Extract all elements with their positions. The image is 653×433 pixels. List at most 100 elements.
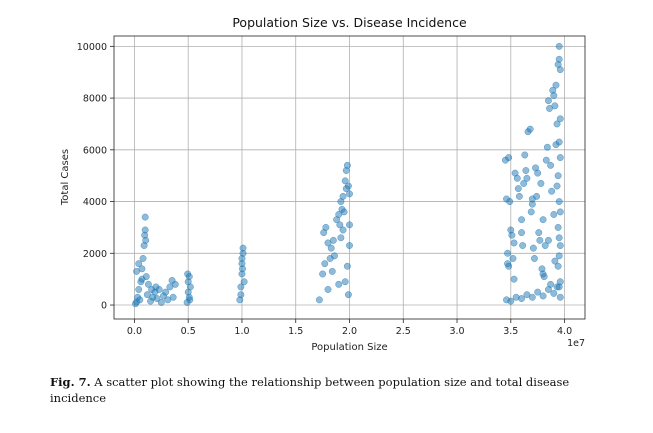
data-point [169, 293, 177, 301]
x-tick-label: 4.0 [557, 326, 572, 337]
data-point [171, 280, 179, 288]
y-tick-label: 0 [101, 301, 107, 312]
data-point [510, 239, 518, 247]
data-point [555, 55, 563, 63]
data-point [542, 156, 550, 164]
data-point [556, 154, 564, 162]
data-point [550, 289, 558, 297]
data-point [335, 280, 343, 288]
x-axis-scale-label: 1e7 [567, 338, 585, 349]
x-axis-ticks: 0.0 0.5 1.0 1.5 2.0 2.5 3.0 3.5 4.0 [127, 319, 572, 337]
data-point [534, 169, 542, 177]
data-point [556, 208, 564, 216]
data-point [186, 296, 194, 304]
data-point [135, 286, 143, 293]
data-point [521, 151, 529, 159]
data-point [519, 242, 527, 249]
y-tick-label: 6000 [83, 145, 107, 156]
y-tick-label: 2000 [83, 249, 107, 260]
data-point [526, 125, 534, 133]
data-point [522, 167, 530, 174]
data-point [515, 192, 523, 200]
data-point [133, 267, 141, 275]
data-point [548, 187, 556, 195]
x-tick-label: 0.0 [127, 326, 142, 337]
data-point [328, 267, 336, 275]
x-tick-label: 3.5 [503, 326, 518, 337]
data-point [518, 295, 525, 303]
data-point [139, 255, 147, 262]
data-point [327, 244, 335, 252]
data-point [142, 236, 150, 244]
y-axis-ticks: 0 2000 4000 6000 8000 10000 [77, 42, 114, 312]
data-point [556, 66, 564, 74]
data-point [141, 213, 149, 221]
caption-text: A scatter plot showing the relationship … [50, 375, 570, 405]
data-point [344, 291, 352, 299]
data-point [555, 198, 563, 206]
data-point [337, 234, 345, 242]
data-point [544, 236, 552, 244]
data-point [550, 92, 558, 99]
caption-label: Fig. 7. [50, 375, 91, 389]
x-axis-label: Population Size [311, 342, 387, 353]
data-point [340, 208, 348, 216]
data-point [237, 291, 245, 299]
data-point [238, 255, 246, 262]
data-point [518, 229, 525, 237]
data-point [343, 161, 351, 169]
data-point [239, 265, 246, 273]
data-point [341, 177, 349, 185]
data-point [556, 115, 564, 123]
data-point [536, 236, 544, 244]
chart-title: Population Size vs. Disease Incidence [232, 15, 467, 30]
data-point [553, 182, 561, 190]
data-point [507, 297, 515, 305]
data-point [537, 180, 545, 187]
y-tick-label: 10000 [77, 42, 107, 53]
data-point [551, 257, 559, 265]
data-point [554, 172, 562, 180]
data-point [551, 102, 559, 110]
data-point [237, 283, 245, 291]
data-point [544, 286, 552, 293]
data-point [513, 174, 521, 182]
data-point [531, 255, 538, 262]
data-point [553, 120, 561, 128]
x-tick-label: 1.0 [234, 326, 249, 337]
data-point [346, 190, 353, 198]
data-point [510, 275, 518, 283]
data-point [555, 283, 563, 291]
data-point [157, 298, 165, 306]
data-point [153, 295, 161, 303]
x-tick-label: 2.0 [342, 326, 357, 337]
data-point [339, 192, 347, 200]
data-point [552, 141, 560, 149]
data-point [552, 81, 560, 89]
data-point [346, 242, 353, 249]
data-point [505, 154, 513, 162]
data-points [132, 42, 564, 308]
data-point [529, 244, 537, 252]
data-point [534, 288, 542, 296]
data-point [505, 262, 513, 270]
data-point [144, 280, 152, 288]
data-point [138, 275, 146, 283]
x-tick-label: 2.5 [396, 326, 411, 337]
data-point [527, 208, 535, 216]
data-point [341, 278, 349, 286]
data-point [523, 174, 531, 182]
data-point [336, 221, 344, 229]
data-point [321, 260, 329, 268]
data-point [343, 262, 351, 270]
data-point [520, 180, 528, 187]
data-point [136, 296, 144, 304]
data-point [547, 161, 555, 169]
data-point [518, 216, 525, 224]
y-tick-label: 8000 [83, 94, 107, 105]
data-point [329, 236, 337, 244]
data-point [239, 244, 247, 252]
data-point [184, 270, 192, 278]
data-point [509, 255, 517, 262]
